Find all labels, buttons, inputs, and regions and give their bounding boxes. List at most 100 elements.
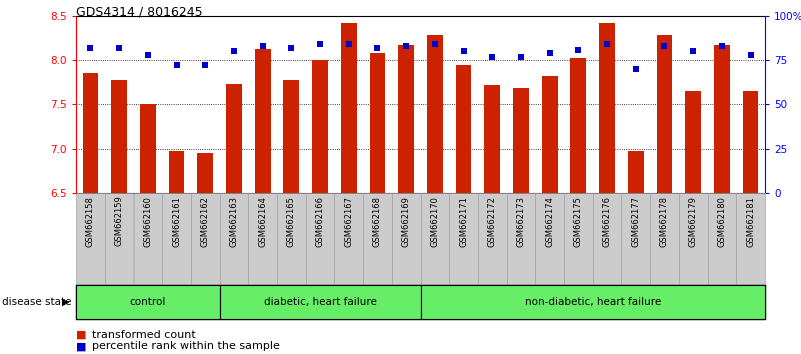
Point: [371, 45, 384, 51]
Bar: [306, 193, 334, 285]
Point: [486, 54, 499, 59]
Point: [400, 43, 413, 49]
Bar: [284, 80, 300, 193]
Text: GSM662158: GSM662158: [86, 196, 95, 247]
Text: GSM662174: GSM662174: [545, 196, 554, 247]
Bar: [255, 48, 271, 193]
Text: ▶: ▶: [62, 297, 69, 307]
Text: non-diabetic, heart failure: non-diabetic, heart failure: [525, 297, 661, 307]
Bar: [191, 193, 219, 285]
Bar: [564, 193, 593, 285]
Text: GSM662180: GSM662180: [718, 196, 727, 247]
Bar: [456, 65, 472, 193]
Bar: [650, 193, 678, 285]
Bar: [535, 193, 564, 285]
Text: transformed count: transformed count: [92, 330, 196, 339]
Point: [84, 45, 97, 51]
Bar: [622, 193, 650, 285]
Point: [256, 43, 269, 49]
Bar: [392, 193, 421, 285]
Bar: [743, 91, 759, 193]
Bar: [421, 285, 765, 319]
Text: GSM662163: GSM662163: [229, 196, 239, 247]
Bar: [628, 152, 644, 193]
Text: GSM662166: GSM662166: [316, 196, 324, 247]
Text: GSM662159: GSM662159: [115, 196, 123, 246]
Bar: [541, 76, 557, 193]
Text: GSM662173: GSM662173: [517, 196, 525, 247]
Bar: [197, 153, 213, 193]
Bar: [593, 193, 622, 285]
Bar: [219, 285, 421, 319]
Point: [601, 41, 614, 47]
Point: [457, 48, 470, 54]
Point: [514, 54, 527, 59]
Point: [142, 52, 155, 58]
Point: [572, 47, 585, 52]
Point: [715, 43, 728, 49]
Point: [170, 63, 183, 68]
Point: [314, 41, 327, 47]
Point: [630, 66, 642, 72]
Bar: [678, 193, 707, 285]
Bar: [169, 152, 184, 193]
Bar: [140, 104, 155, 193]
Text: ■: ■: [76, 341, 87, 351]
Text: GSM662160: GSM662160: [143, 196, 152, 247]
Text: GSM662162: GSM662162: [201, 196, 210, 247]
Bar: [134, 193, 162, 285]
Bar: [485, 85, 500, 193]
Text: GSM662176: GSM662176: [602, 196, 612, 247]
Point: [744, 52, 757, 58]
Bar: [334, 193, 363, 285]
Bar: [248, 193, 277, 285]
Text: GSM662168: GSM662168: [373, 196, 382, 247]
Text: GSM662172: GSM662172: [488, 196, 497, 247]
Text: GSM662175: GSM662175: [574, 196, 583, 247]
Text: GSM662164: GSM662164: [258, 196, 268, 247]
Bar: [707, 193, 736, 285]
Text: GSM662181: GSM662181: [746, 196, 755, 247]
Text: GSM662170: GSM662170: [430, 196, 440, 247]
Text: ■: ■: [76, 330, 87, 339]
Bar: [162, 193, 191, 285]
Bar: [714, 45, 730, 193]
Bar: [421, 193, 449, 285]
Bar: [76, 193, 105, 285]
Text: control: control: [130, 297, 166, 307]
Text: GSM662167: GSM662167: [344, 196, 353, 247]
Text: GDS4314 / 8016245: GDS4314 / 8016245: [76, 5, 203, 18]
Bar: [398, 45, 414, 193]
Text: GSM662179: GSM662179: [689, 196, 698, 247]
Text: GSM662171: GSM662171: [459, 196, 468, 247]
Point: [227, 48, 240, 54]
Bar: [105, 193, 134, 285]
Bar: [736, 193, 765, 285]
Point: [658, 43, 671, 49]
Bar: [226, 84, 242, 193]
Bar: [83, 74, 99, 193]
Point: [199, 63, 211, 68]
Bar: [599, 23, 615, 193]
Bar: [312, 60, 328, 193]
Bar: [76, 285, 219, 319]
Point: [285, 45, 298, 51]
Bar: [341, 23, 356, 193]
Bar: [277, 193, 306, 285]
Point: [429, 41, 441, 47]
Bar: [478, 193, 506, 285]
Text: diabetic, heart failure: diabetic, heart failure: [264, 297, 376, 307]
Text: GSM662177: GSM662177: [631, 196, 640, 247]
Bar: [657, 35, 672, 193]
Text: GSM662178: GSM662178: [660, 196, 669, 247]
Bar: [513, 87, 529, 193]
Bar: [570, 58, 586, 193]
Bar: [111, 80, 127, 193]
Bar: [219, 193, 248, 285]
Bar: [449, 193, 478, 285]
Text: GSM662161: GSM662161: [172, 196, 181, 247]
Bar: [686, 91, 701, 193]
Text: GSM662165: GSM662165: [287, 196, 296, 247]
Bar: [506, 193, 535, 285]
Point: [686, 48, 699, 54]
